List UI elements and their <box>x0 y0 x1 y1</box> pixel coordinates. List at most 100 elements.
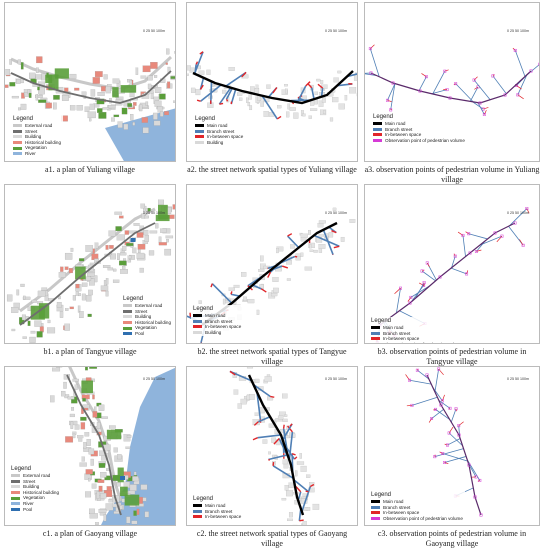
building <box>111 117 115 122</box>
building <box>287 518 293 522</box>
building <box>20 283 25 287</box>
legend-item: Building <box>11 484 59 490</box>
building <box>84 106 90 112</box>
observation-point <box>473 495 477 499</box>
building <box>256 309 260 315</box>
building <box>100 492 107 499</box>
building <box>91 378 95 383</box>
building <box>69 413 75 418</box>
branch-street <box>218 87 232 105</box>
building <box>277 105 282 109</box>
building <box>153 112 158 120</box>
in-between-space <box>199 51 204 55</box>
observation-point <box>391 81 395 85</box>
building <box>140 484 148 490</box>
legend-item: Pool <box>11 507 59 513</box>
in-between-space <box>448 426 454 434</box>
building <box>64 266 69 270</box>
branch-street <box>434 448 464 458</box>
building <box>233 284 240 288</box>
legend-swatch <box>11 502 20 506</box>
building <box>310 108 318 111</box>
building <box>139 104 143 112</box>
legend-swatch <box>193 331 202 335</box>
building <box>77 435 84 439</box>
main-road <box>370 70 532 104</box>
legend-item: Main road <box>193 503 241 509</box>
caption: b3. observation points of pedestrian vol… <box>377 347 527 366</box>
building <box>98 404 105 411</box>
branch-street <box>447 438 461 446</box>
legend-label: Main road <box>385 121 406 126</box>
building <box>75 291 79 296</box>
in-between-space <box>482 107 489 110</box>
building <box>356 92 357 97</box>
building <box>117 454 122 460</box>
building <box>127 79 132 83</box>
scale-bar-label: 0 25 50 100m <box>507 377 529 381</box>
building <box>158 199 164 205</box>
building <box>70 247 74 252</box>
map-panel: 0 25 50 100m Legend Main road Branch street… <box>186 184 358 344</box>
pool <box>120 476 125 480</box>
caption: c1. a plan of Gaoyang village <box>42 529 138 538</box>
main-road <box>247 374 305 516</box>
vegetation <box>75 266 86 280</box>
building <box>288 512 293 518</box>
building <box>299 453 302 459</box>
branch-street <box>209 81 213 104</box>
legend-item: Main road <box>373 121 465 127</box>
in-between-space <box>273 438 280 445</box>
legend-swatch <box>371 343 380 344</box>
caption: a2. the street network spatial types of … <box>187 165 357 174</box>
legend-label: Street <box>23 478 36 484</box>
building <box>98 509 107 513</box>
building <box>314 525 316 526</box>
building <box>22 336 27 339</box>
branch-street <box>193 51 204 74</box>
legend-swatch <box>13 152 22 156</box>
building <box>122 266 126 270</box>
legend-swatch <box>193 504 202 508</box>
building <box>153 120 161 126</box>
in-between-space <box>317 83 324 89</box>
legend-label: Observation point of pedestrian volume <box>383 515 463 521</box>
building <box>313 249 318 253</box>
building <box>255 84 259 89</box>
building <box>72 378 79 382</box>
building <box>75 283 80 289</box>
building <box>158 236 162 243</box>
legend-title: Legend <box>11 466 32 472</box>
legend-label: Branch street <box>385 126 413 132</box>
observation-point <box>503 93 507 97</box>
building <box>28 92 32 98</box>
legend-swatch <box>13 135 22 139</box>
legend: Legend Main road Branch street In-between s… <box>193 115 246 147</box>
building <box>144 235 149 242</box>
building <box>150 92 154 100</box>
legend: Legend Main road Branch street In-between s… <box>369 317 465 344</box>
branch-street <box>448 432 463 447</box>
observation-point <box>443 69 447 73</box>
building <box>250 86 255 92</box>
building <box>72 433 76 439</box>
observation-point <box>446 443 449 447</box>
legend-item: Building <box>13 134 61 140</box>
observation-point <box>500 234 504 238</box>
legend-label: In-between space <box>383 510 420 516</box>
legend: Legend External road Street Building Histori… <box>11 115 64 158</box>
in-between-space <box>474 86 479 90</box>
building <box>88 477 91 482</box>
in-between-space <box>387 99 392 102</box>
building <box>126 435 132 438</box>
building <box>87 313 92 317</box>
building <box>18 107 21 111</box>
building <box>233 389 239 395</box>
branch-street <box>369 48 380 77</box>
observation-point <box>538 62 539 66</box>
observation-point <box>516 93 520 97</box>
building <box>117 253 120 260</box>
building <box>159 111 164 117</box>
legend-swatch <box>11 496 20 500</box>
building <box>309 249 314 252</box>
